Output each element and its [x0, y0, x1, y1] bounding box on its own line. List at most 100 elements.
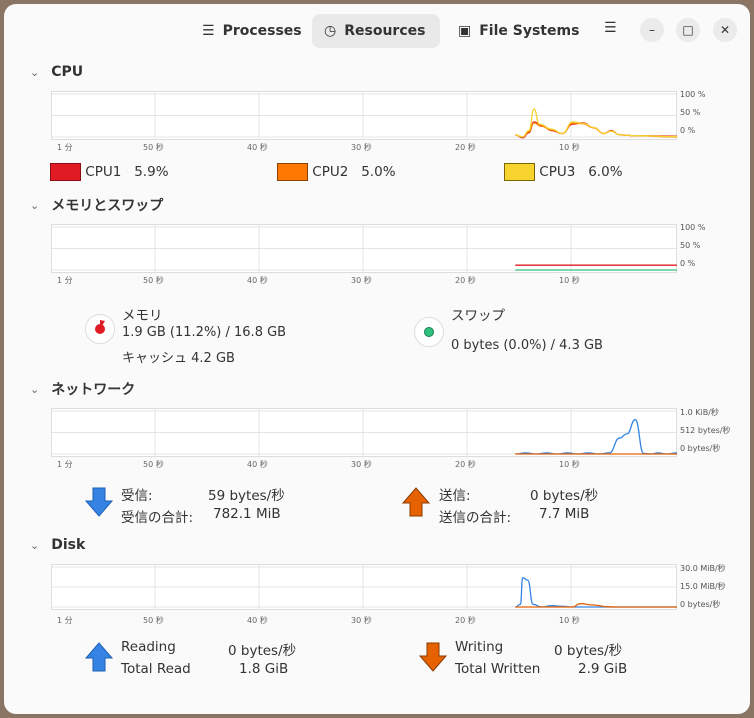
total-written-value: 2.9 GiB: [578, 661, 628, 677]
swap-label: スワップ: [451, 308, 505, 324]
plot-border: [51, 224, 677, 273]
close-button[interactable]: ✕: [713, 18, 737, 42]
x-tick-label: 20 秒: [455, 616, 476, 625]
x-tick-label: 40 秒: [247, 460, 268, 469]
x-tick-label: 1 分: [57, 460, 73, 469]
y-tick: 50 %: [680, 241, 701, 250]
total-read-label: Total Read: [121, 661, 191, 677]
y-tick: 15.0 MiB/秒: [680, 582, 726, 591]
x-tick-label: 40 秒: [247, 616, 268, 625]
chevron-down-icon: ⌄: [30, 382, 40, 396]
plot-border: [51, 91, 677, 140]
x-tick-label: 1 分: [57, 616, 73, 625]
x-tick-label: 10 秒: [559, 460, 580, 469]
x-tick-label: 50 秒: [143, 460, 164, 469]
y-tick: 30.0 MiB/秒: [680, 564, 726, 573]
tab-file-systems[interactable]: ▣ File Systems: [458, 23, 580, 39]
memory-section-header[interactable]: ⌄ メモリとスワップ: [30, 198, 164, 214]
network-section-header[interactable]: ⌄ ネットワーク: [30, 382, 136, 398]
x-tick-label: 20 秒: [455, 276, 476, 285]
memory-value: 1.9 GB (11.2%) / 16.8 GB: [122, 325, 287, 340]
maximize-icon: □: [682, 23, 694, 37]
x-tick-label: 10 秒: [559, 143, 580, 152]
y-tick: 0 %: [680, 126, 696, 135]
list-icon: ☰: [202, 23, 215, 39]
legend-cpu2[interactable]: CPU2 5.0%: [277, 163, 396, 181]
chevron-down-icon: ⌄: [30, 198, 40, 212]
writing-arrow-icon: [418, 642, 448, 672]
x-tick-label: 40 秒: [247, 143, 268, 152]
y-tick: 0 bytes/秒: [680, 444, 721, 453]
y-tick: 1.0 KiB/秒: [680, 408, 719, 417]
x-tick-label: 50 秒: [143, 616, 164, 625]
chevron-down-icon: ⌄: [30, 65, 40, 79]
hamburger-menu-button[interactable]: ☰: [604, 20, 617, 36]
reading-value: 0 bytes/秒: [228, 643, 297, 659]
x-tick-label: 30 秒: [351, 616, 372, 625]
writing-value: 0 bytes/秒: [554, 643, 623, 659]
x-tick-label: 50 秒: [143, 143, 164, 152]
series-line-Writing: [515, 603, 677, 608]
hamburger-icon: ☰: [604, 20, 617, 36]
x-tick-label: 30 秒: [351, 143, 372, 152]
cpu-section-header[interactable]: ⌄ CPU: [30, 64, 84, 80]
x-tick-label: 20 秒: [455, 143, 476, 152]
plot-border: [51, 408, 677, 457]
y-tick: 50 %: [680, 108, 701, 117]
legend-cpu1[interactable]: CPU1 5.9%: [50, 163, 169, 181]
memory-pie-icon[interactable]: [85, 314, 115, 344]
color-swatch[interactable]: [504, 163, 535, 181]
minimize-icon: –: [649, 23, 655, 37]
total-read-value: 1.8 GiB: [239, 661, 289, 677]
received-total-label: 受信の合計:: [121, 510, 194, 526]
system-monitor-window: ☰ Processes ◷ Resources ▣ File Systems ☰ – …: [4, 4, 750, 714]
network-graph: [51, 408, 678, 457]
reading-label: Reading: [121, 639, 176, 655]
series-line-CPU3: [515, 108, 678, 138]
tab-resources[interactable]: ◷ Resources: [312, 14, 440, 48]
y-tick: 100 %: [680, 223, 706, 232]
download-arrow-icon: [84, 487, 114, 517]
gauge-icon: ◷: [324, 23, 337, 39]
x-tick-label: 1 分: [57, 276, 73, 285]
y-tick: 512 bytes/秒: [680, 426, 731, 435]
y-tick: 100 %: [680, 90, 706, 99]
series-line-Reading: [515, 577, 677, 608]
color-swatch[interactable]: [277, 163, 308, 181]
cache-value: キャッシュ 4.2 GB: [122, 351, 235, 366]
swap-pie-icon[interactable]: [414, 317, 444, 347]
x-tick-label: 40 秒: [247, 276, 268, 285]
close-icon: ✕: [719, 23, 731, 37]
disk-icon: ▣: [458, 23, 472, 39]
upload-arrow-icon: [401, 487, 431, 517]
received-label: 受信:: [121, 488, 153, 504]
received-total-value: 782.1 MiB: [213, 506, 281, 522]
disk-graph: [51, 564, 677, 610]
y-tick: 0 bytes/秒: [680, 600, 721, 609]
swap-value: 0 bytes (0.0%) / 4.3 GB: [451, 338, 603, 353]
x-tick-label: 50 秒: [143, 276, 164, 285]
x-tick-label: 30 秒: [351, 460, 372, 469]
memory-graph: [51, 224, 677, 273]
writing-label: Writing: [455, 639, 504, 655]
memory-label: メモリ: [122, 308, 163, 324]
sent-value: 0 bytes/秒: [530, 488, 599, 504]
series-line-受信: [515, 418, 678, 455]
minimize-button[interactable]: –: [640, 18, 664, 42]
received-value: 59 bytes/秒: [208, 488, 285, 504]
sent-label: 送信:: [439, 488, 471, 504]
sent-total-label: 送信の合計:: [439, 510, 512, 526]
x-tick-label: 20 秒: [455, 460, 476, 469]
x-tick-label: 10 秒: [559, 616, 580, 625]
disk-section-header[interactable]: ⌄ Disk: [30, 537, 86, 553]
x-tick-label: 10 秒: [559, 276, 580, 285]
x-tick-label: 1 分: [57, 143, 73, 152]
chevron-down-icon: ⌄: [30, 538, 40, 552]
total-written-label: Total Written: [455, 661, 541, 677]
maximize-button[interactable]: □: [676, 18, 700, 42]
tab-processes[interactable]: ☰ Processes: [202, 23, 302, 39]
reading-arrow-icon: [84, 642, 114, 672]
legend-cpu3[interactable]: CPU3 6.0%: [504, 163, 623, 181]
color-swatch[interactable]: [50, 163, 81, 181]
plot-border: [51, 564, 677, 610]
